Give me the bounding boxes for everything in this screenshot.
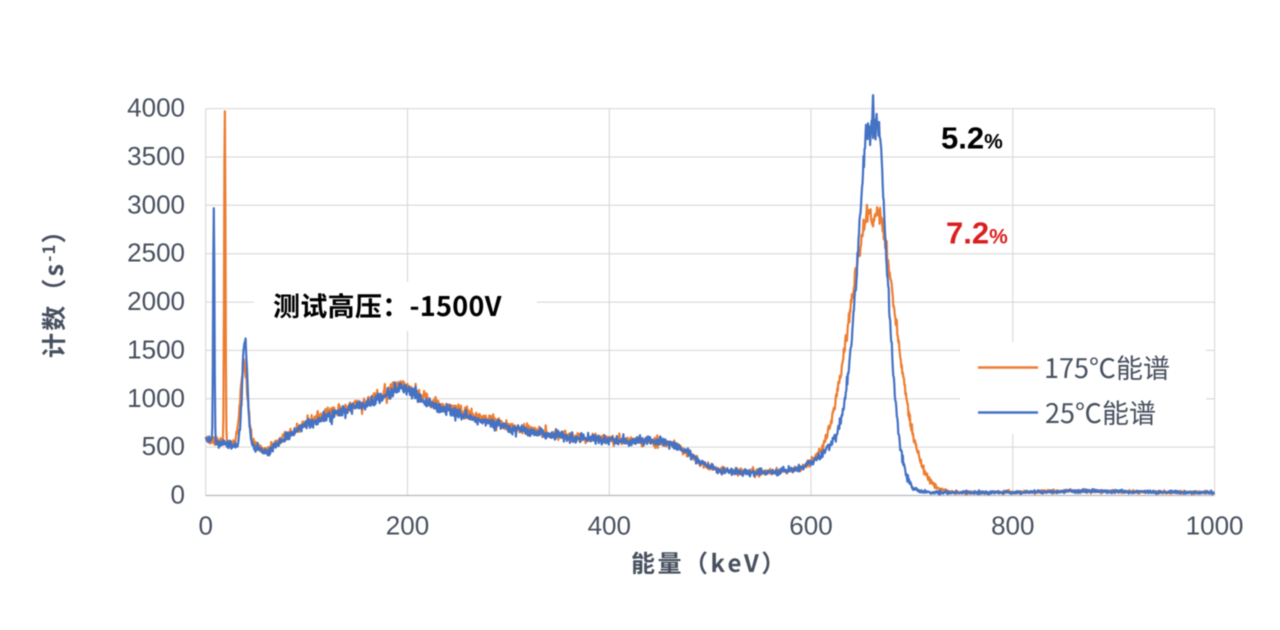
svg-text:800: 800 bbox=[991, 511, 1034, 541]
svg-text:1000: 1000 bbox=[127, 383, 185, 413]
svg-text:0: 0 bbox=[171, 480, 185, 510]
svg-text:4000: 4000 bbox=[127, 93, 185, 123]
svg-text:500: 500 bbox=[142, 431, 185, 461]
svg-text:3000: 3000 bbox=[127, 189, 185, 219]
svg-text:200: 200 bbox=[386, 511, 429, 541]
svg-text:3500: 3500 bbox=[127, 141, 185, 171]
svg-text:2500: 2500 bbox=[127, 238, 185, 268]
svg-text:1500: 1500 bbox=[127, 334, 185, 364]
svg-text:2000: 2000 bbox=[127, 286, 185, 316]
svg-text:600: 600 bbox=[789, 511, 832, 541]
svg-text:400: 400 bbox=[588, 511, 631, 541]
svg-text:0: 0 bbox=[198, 511, 212, 541]
svg-text:1000: 1000 bbox=[1186, 511, 1244, 541]
